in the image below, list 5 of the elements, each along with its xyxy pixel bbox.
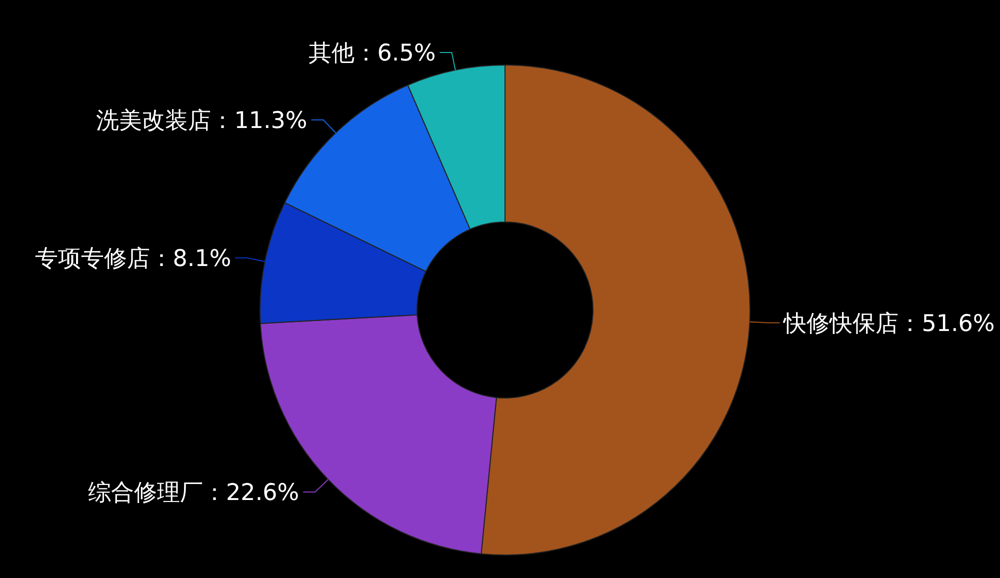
slice-label: 专项专修店：8.1% xyxy=(34,246,232,272)
slice-label: 快修快保店：51.6% xyxy=(782,310,995,337)
slice-label: 洗美改装店：11.3% xyxy=(96,108,308,134)
slice-label: 其他：6.5% xyxy=(308,40,436,66)
slice-label: 综合修理厂：22.6% xyxy=(88,480,300,506)
